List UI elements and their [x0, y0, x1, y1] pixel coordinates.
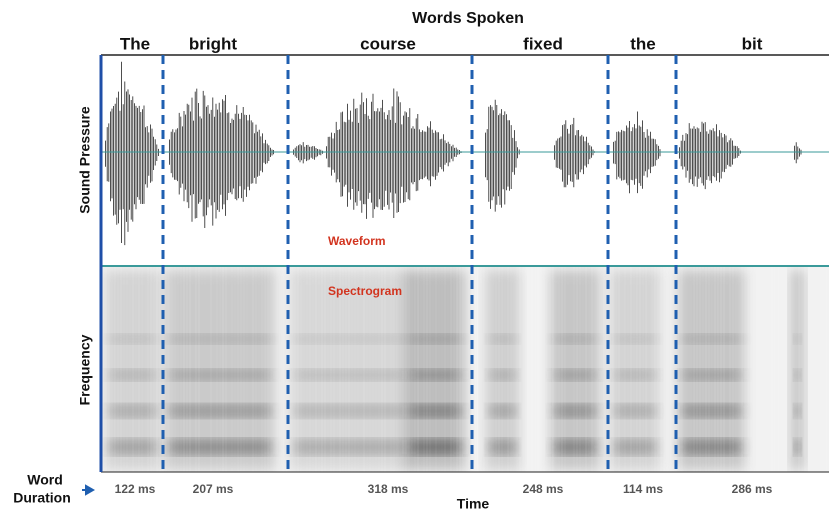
word-duration: 286 ms — [732, 482, 773, 496]
formant — [614, 405, 656, 417]
formant — [554, 440, 596, 454]
formant — [294, 335, 406, 343]
waveform-trace — [104, 62, 801, 245]
duration-label: Word — [27, 472, 63, 488]
formant — [554, 370, 596, 380]
duration-label: Duration — [13, 490, 71, 506]
spectrogram — [101, 266, 829, 472]
spectrogram-axis: Frequency — [77, 334, 93, 405]
formant — [409, 335, 461, 343]
page: {"title": "Words Spoken", "words": [ {"l… — [0, 0, 829, 512]
formant — [109, 335, 156, 343]
formant — [614, 335, 656, 343]
word-duration: 122 ms — [115, 482, 156, 496]
formant — [294, 405, 406, 417]
waveform-axis: Sound Pressure — [77, 106, 93, 214]
x-axis-label: Time — [457, 496, 490, 512]
diagram: Words Spoken Sound Pressure Frequency Wa… — [0, 0, 829, 512]
formant — [554, 335, 596, 343]
formant — [614, 370, 656, 380]
waveform — [104, 62, 801, 245]
formant — [109, 405, 156, 417]
word: bright — [189, 34, 237, 53]
formant — [294, 440, 406, 454]
formant — [409, 370, 461, 380]
formant — [794, 405, 801, 417]
formant — [614, 440, 656, 454]
waveform-label: Waveform — [328, 234, 386, 248]
spectrogram-label: Spectrogram — [328, 284, 402, 298]
word-duration: 207 ms — [193, 482, 234, 496]
word: the — [630, 34, 656, 53]
formant — [109, 440, 156, 454]
formant — [794, 440, 801, 454]
formant — [109, 370, 156, 380]
word: course — [360, 34, 416, 53]
word: The — [120, 34, 150, 53]
word-duration: 114 ms — [623, 482, 663, 496]
formant — [794, 370, 801, 380]
formant — [409, 405, 461, 417]
formant — [794, 335, 801, 343]
word: fixed — [523, 34, 563, 53]
word: bit — [742, 34, 763, 53]
formant — [294, 370, 406, 380]
word-duration: 248 ms — [523, 482, 564, 496]
word-duration: 318 ms — [368, 482, 409, 496]
title: Words Spoken — [412, 10, 524, 27]
formant — [554, 405, 596, 417]
formant — [409, 440, 461, 454]
arrow — [82, 486, 93, 494]
